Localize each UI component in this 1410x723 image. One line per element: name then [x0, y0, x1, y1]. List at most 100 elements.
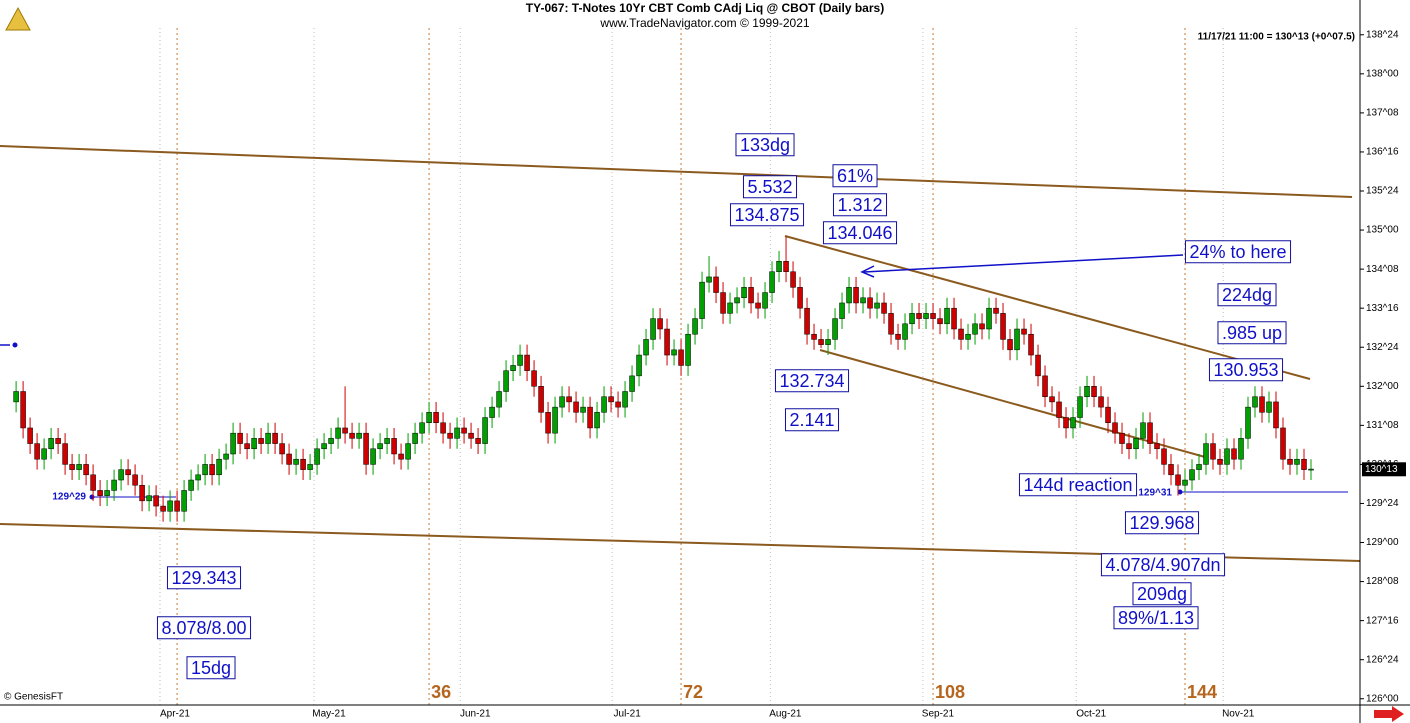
- candle-body: [1203, 443, 1209, 465]
- candle-body: [671, 349, 677, 356]
- y-tick-label: 132^00: [1366, 381, 1399, 392]
- candle-body: [356, 432, 362, 439]
- candle-body: [426, 412, 432, 423]
- candle-body: [1070, 417, 1076, 429]
- x-tick-label: Oct-21: [1076, 709, 1106, 720]
- candle-body: [251, 438, 257, 450]
- candle-body: [370, 448, 376, 465]
- candle-body: [475, 438, 481, 444]
- annotation: 224dg: [1222, 285, 1272, 305]
- annotation-box: [1208, 358, 1284, 382]
- candle-body: [1035, 354, 1041, 377]
- candle-body: [328, 438, 334, 444]
- candle-body: [1098, 396, 1104, 408]
- x-tick-label: Apr-21: [160, 709, 190, 720]
- candle-body: [951, 307, 957, 330]
- chart-subtitle: www.TradeNavigator.com © 1999-2021: [599, 16, 809, 30]
- candle-body: [678, 349, 684, 366]
- candle-body: [755, 302, 761, 309]
- annotation-box: [1018, 473, 1138, 497]
- candle-body: [874, 302, 880, 309]
- candle-body: [615, 401, 621, 408]
- cycle-label: 108: [935, 682, 965, 702]
- candle-body: [888, 313, 894, 335]
- y-tick-label: 132^24: [1366, 342, 1399, 353]
- candle-body: [1140, 422, 1146, 439]
- candle-body: [454, 427, 460, 439]
- candle-body: [895, 333, 901, 340]
- candle-body: [531, 370, 537, 387]
- candle-body: [307, 464, 313, 470]
- candle-body: [230, 432, 236, 455]
- candle-body: [1084, 386, 1090, 397]
- candle-body: [692, 318, 698, 335]
- candle-body: [930, 313, 936, 319]
- candle-body: [118, 469, 124, 481]
- candle-body: [937, 318, 943, 325]
- candle-body: [573, 401, 579, 413]
- annotation: 144d reaction: [1023, 475, 1132, 495]
- candle-body: [811, 333, 817, 340]
- price-tag: [1362, 462, 1406, 477]
- candle-body: [1063, 417, 1069, 429]
- candle-body: [839, 302, 845, 319]
- annotation-box: [822, 221, 898, 245]
- candle-body: [223, 453, 229, 460]
- candle-body: [216, 458, 222, 476]
- candle-body: [76, 464, 82, 470]
- candle-body: [944, 307, 950, 325]
- candle-body: [342, 427, 348, 434]
- annotation-box: [1113, 606, 1199, 630]
- candle-body: [237, 432, 243, 444]
- candle-body: [594, 412, 600, 429]
- candle-body: [860, 297, 866, 304]
- candle-body: [1147, 422, 1153, 444]
- candle-body: [1021, 328, 1027, 335]
- annotation-box: [742, 175, 798, 199]
- candle-body: [1266, 401, 1272, 413]
- annotation-box: [156, 616, 252, 640]
- candle-body: [482, 417, 488, 444]
- candle-body: [1119, 432, 1125, 444]
- annotation: 2.141: [789, 410, 834, 430]
- y-tick-label: 135^00: [1366, 225, 1399, 236]
- candle-body: [349, 432, 355, 439]
- candle-body: [41, 448, 47, 460]
- candle-body: [279, 443, 285, 455]
- candle-body: [923, 313, 929, 319]
- candle-body: [272, 432, 278, 444]
- candle-body: [209, 464, 215, 476]
- candle-body: [1000, 313, 1006, 340]
- candle-body: [958, 328, 964, 340]
- scroll-arrow[interactable]: [1374, 706, 1404, 722]
- candle-body: [657, 318, 663, 330]
- candle-body: [1056, 401, 1062, 418]
- candle-body: [244, 443, 250, 450]
- y-tick-label: 129^00: [1366, 537, 1399, 548]
- annotation-box: [784, 408, 840, 432]
- annotation-box: [1217, 283, 1277, 307]
- candle-body: [685, 333, 691, 366]
- candle-body: [90, 474, 96, 491]
- candle-body: [622, 391, 628, 408]
- candle-body: [384, 438, 390, 444]
- candle-body: [608, 396, 614, 403]
- candle-body: [902, 323, 908, 340]
- candle-body: [188, 479, 194, 491]
- candle-body: [790, 271, 796, 288]
- candle-body: [62, 443, 68, 465]
- candle-body: [643, 339, 649, 356]
- candle-body: [1238, 438, 1244, 460]
- annotation: 129.968: [1129, 513, 1194, 533]
- candle-body: [636, 354, 642, 377]
- annotation: 5.532: [747, 177, 792, 197]
- annotation-box: [166, 566, 242, 590]
- candle-body: [510, 365, 516, 371]
- x-tick-label: Jun-21: [460, 709, 491, 720]
- candle-body: [916, 313, 922, 319]
- price-mark: 129^29: [52, 492, 86, 503]
- price-mark: 129^31: [1138, 488, 1172, 499]
- candle-body: [818, 339, 824, 345]
- candle-body: [1308, 468, 1314, 471]
